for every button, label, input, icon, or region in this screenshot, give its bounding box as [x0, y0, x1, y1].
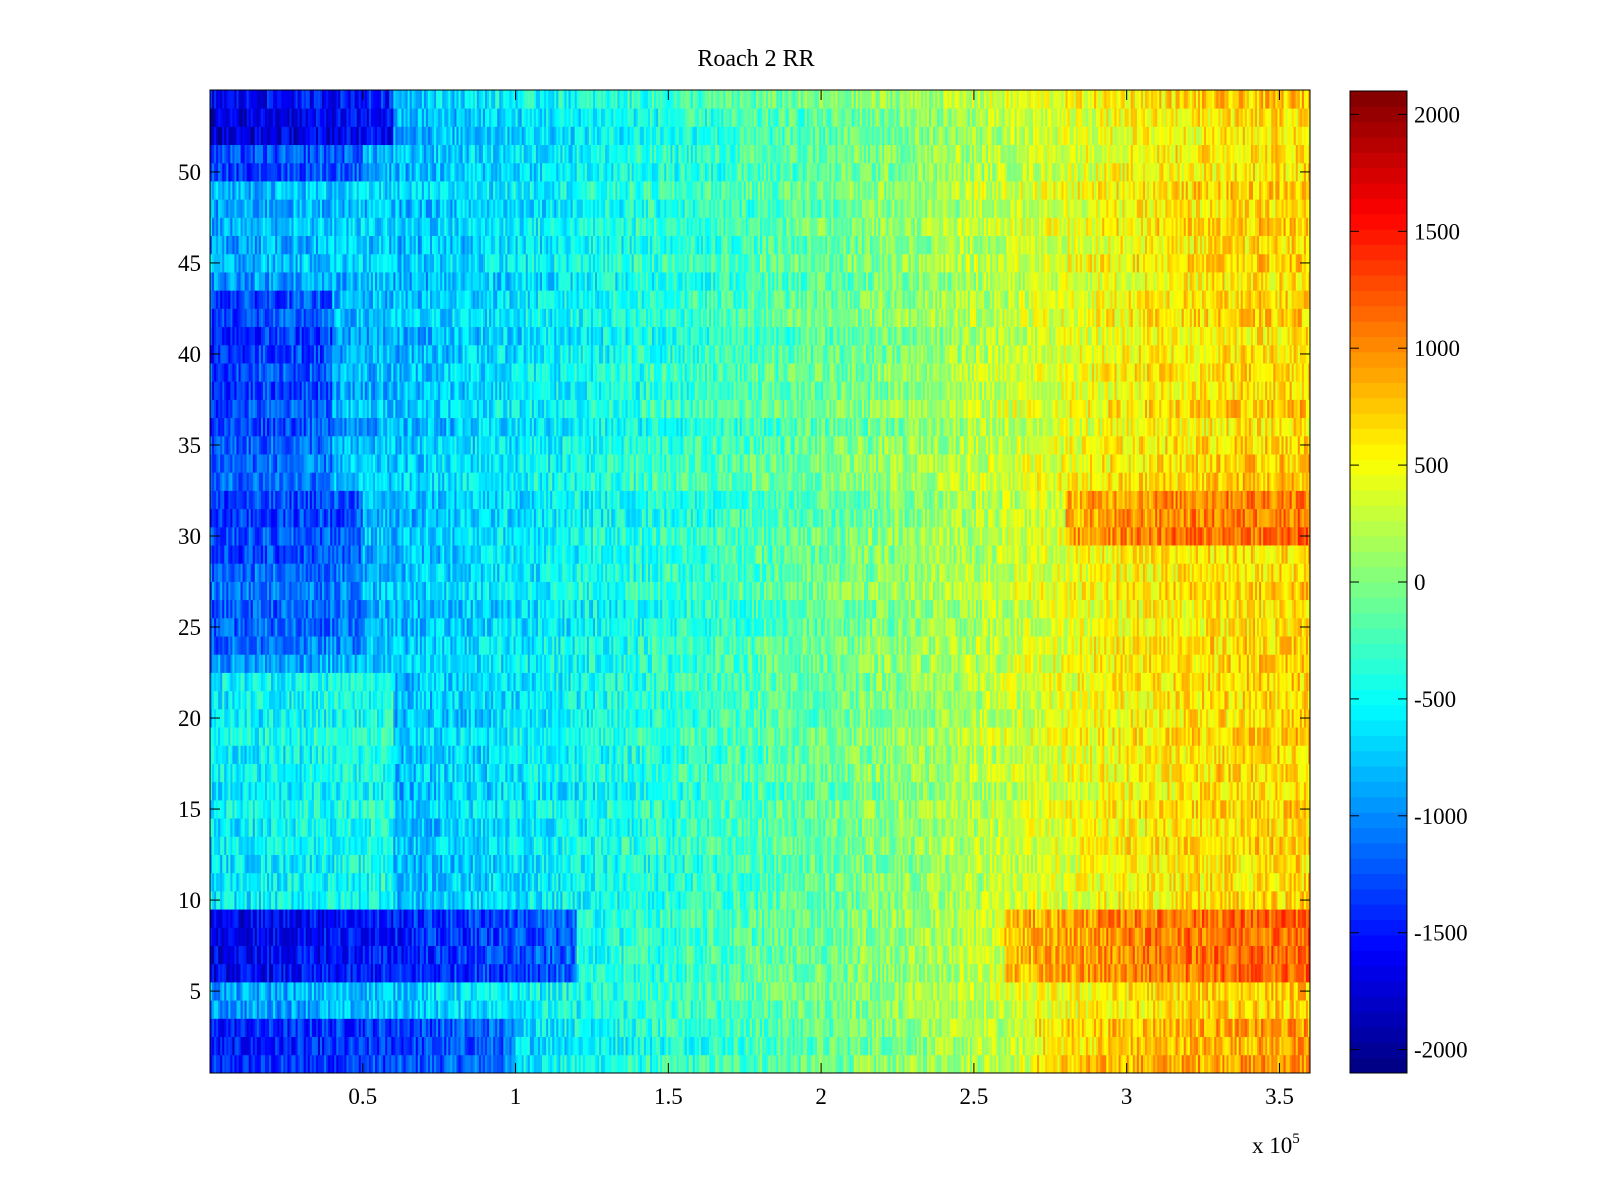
- heatmap-cells: [210, 90, 1310, 1073]
- chart-title: Roach 2 RR: [697, 46, 814, 72]
